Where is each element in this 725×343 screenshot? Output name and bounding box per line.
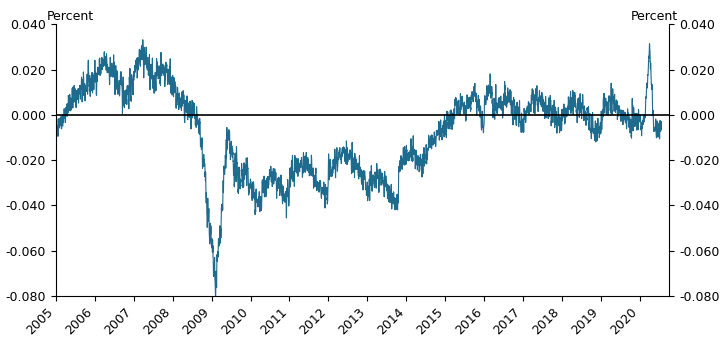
- Text: Percent: Percent: [631, 10, 678, 23]
- Text: Percent: Percent: [47, 10, 94, 23]
